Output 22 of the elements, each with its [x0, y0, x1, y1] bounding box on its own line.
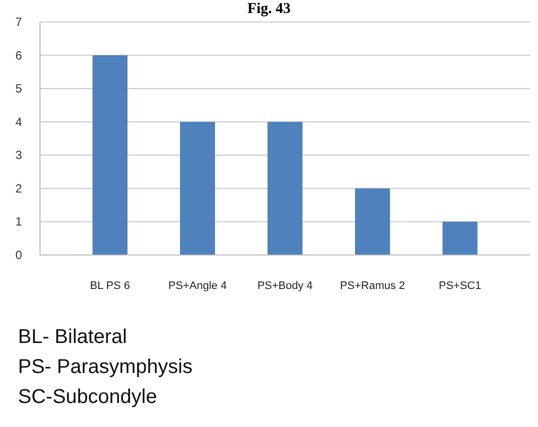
y-tick-label: 4 [15, 114, 22, 129]
y-tick-label: 0 [15, 248, 22, 262]
bar [268, 122, 302, 255]
y-tick-label: 5 [15, 82, 22, 96]
y-tick-label: 6 [15, 48, 22, 62]
y-tick-label: 2 [15, 181, 22, 196]
text: SC-Subcondyle [18, 386, 157, 408]
bar [180, 122, 215, 255]
chart-title: Fig. 43 [247, 1, 291, 17]
bar [92, 55, 128, 255]
y-tick-label: 7 [15, 15, 22, 29]
bar [355, 188, 390, 255]
y-tick-label: 1 [15, 214, 22, 229]
y-tick-label: 3 [15, 148, 22, 162]
text: BL- Bilateral [18, 326, 127, 348]
x-tick-label: PS+Angle 4 [168, 280, 227, 292]
x-tick-label: PS+Body 4 [257, 280, 313, 292]
x-tick-label: PS+Ramus 2 [340, 280, 406, 292]
x-tick-label: PS+SC1 [438, 280, 482, 292]
bar [442, 222, 478, 255]
x-tick-label: BL PS 6 [90, 280, 130, 292]
text: PS- Parasymphysis [18, 356, 192, 378]
